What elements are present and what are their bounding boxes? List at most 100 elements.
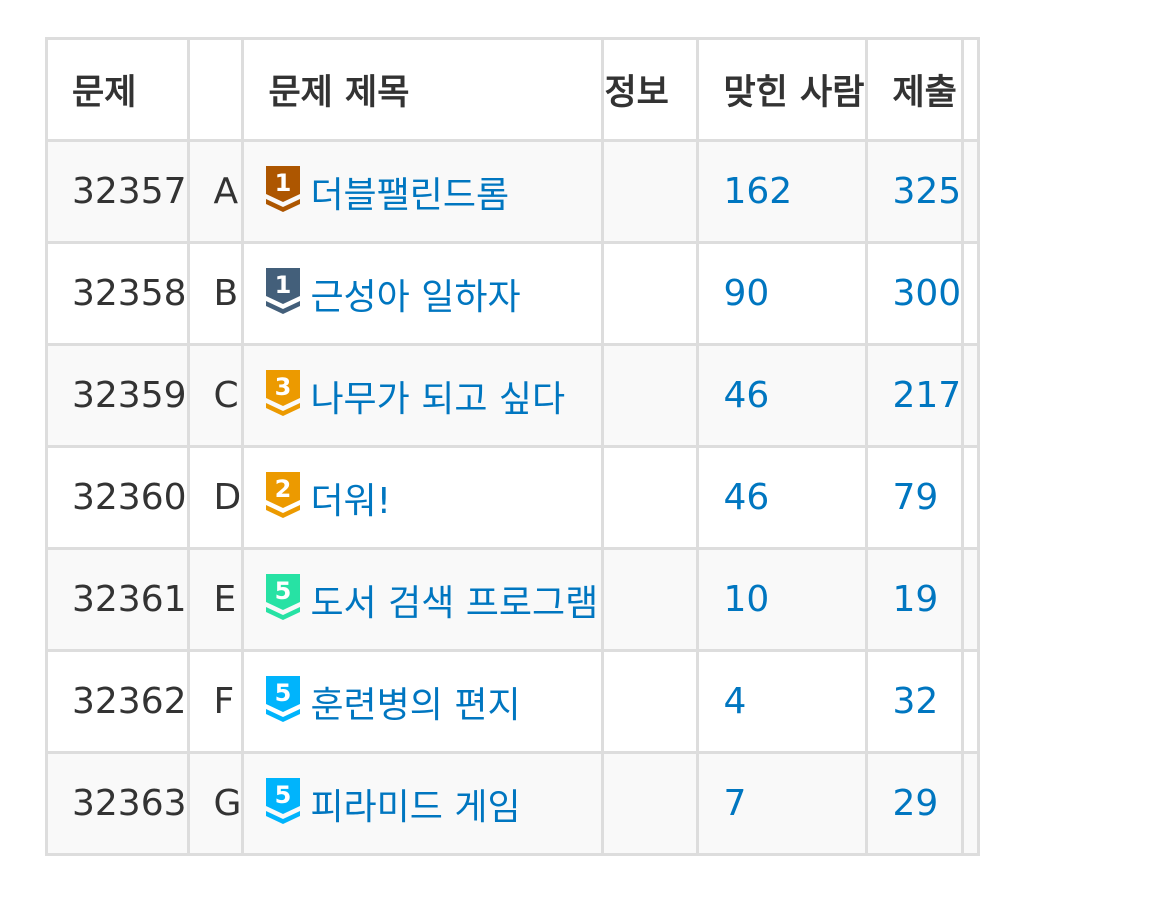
tier-badge-level: 1 bbox=[275, 271, 292, 299]
tier-badge-chevron bbox=[266, 402, 301, 416]
submission-count-cell: 29 bbox=[865, 751, 965, 856]
solved-count-cell: 10 bbox=[696, 547, 869, 652]
problem-title-link[interactable]: 근성아 일하자 bbox=[310, 276, 521, 318]
header-info: 정보 bbox=[601, 37, 700, 142]
tier-badge-level: 5 bbox=[275, 679, 292, 707]
tier-badge-chevron bbox=[266, 198, 301, 212]
table-row: 32357 A 1 더블팰린드롬 162 325 bbox=[45, 139, 981, 244]
table-row: 32363 G 5 피라미드 게임 7 29 bbox=[45, 751, 981, 856]
solved-count-link[interactable]: 46 bbox=[723, 375, 770, 416]
problem-title-cell: 3 나무가 되고 싶다 bbox=[241, 343, 605, 448]
problem-id: 32363 bbox=[45, 751, 190, 856]
problem-title-cell: 5 훈련병의 편지 bbox=[241, 649, 605, 754]
problem-title-link[interactable]: 더블팰린드롬 bbox=[310, 174, 510, 216]
submission-count-cell: 325 bbox=[865, 139, 965, 244]
problem-id: 32360 bbox=[45, 445, 190, 550]
solved-count-link[interactable]: 7 bbox=[723, 783, 747, 824]
solved-count-link[interactable]: 4 bbox=[723, 681, 747, 722]
tier-badge-body bbox=[266, 573, 301, 610]
table-row: 32362 F 5 훈련병의 편지 4 32 bbox=[45, 649, 981, 754]
problem-id: 32358 bbox=[45, 241, 190, 346]
submission-count-link[interactable]: 300 bbox=[892, 273, 962, 314]
header-extra-column bbox=[961, 37, 981, 142]
solved-count-link[interactable]: 46 bbox=[723, 477, 770, 518]
problem-info bbox=[601, 751, 700, 856]
extra-column-cell bbox=[961, 547, 981, 652]
problem-id: 32362 bbox=[45, 649, 190, 754]
problem-title-link[interactable]: 피라미드 게임 bbox=[310, 786, 521, 828]
submission-count-link[interactable]: 29 bbox=[892, 783, 939, 824]
extra-column-cell bbox=[961, 343, 981, 448]
submission-count-link[interactable]: 217 bbox=[892, 375, 962, 416]
tier-badge-chevron bbox=[266, 504, 301, 518]
table-row: 32358 B 1 근성아 일하자 90 300 bbox=[45, 241, 981, 346]
submission-count-link[interactable]: 325 bbox=[892, 171, 962, 212]
problem-number: D bbox=[186, 445, 245, 550]
submission-count-link[interactable]: 19 bbox=[892, 579, 939, 620]
tier-badge-level: 5 bbox=[275, 577, 292, 605]
problem-id: 32361 bbox=[45, 547, 190, 652]
problem-title-cell: 2 더워! bbox=[241, 445, 605, 550]
tier-badge-body bbox=[266, 369, 301, 406]
problem-number: B bbox=[186, 241, 245, 346]
header-submission-count: 제출 bbox=[865, 37, 965, 142]
tier-badge-level: 5 bbox=[275, 781, 292, 809]
submission-count-cell: 79 bbox=[865, 445, 965, 550]
tier-badge-chevron bbox=[266, 300, 301, 314]
submission-count-cell: 217 bbox=[865, 343, 965, 448]
problem-title-link[interactable]: 나무가 되고 싶다 bbox=[310, 378, 566, 420]
tier-badge-level: 3 bbox=[275, 373, 292, 401]
submission-count-cell: 300 bbox=[865, 241, 965, 346]
tier-badge-body bbox=[266, 777, 301, 814]
tier-badge-icon: 5 bbox=[266, 573, 301, 620]
tier-badge-body bbox=[266, 675, 301, 712]
solved-count-cell: 46 bbox=[696, 445, 869, 550]
header-problem-title: 문제 제목 bbox=[241, 37, 605, 142]
tier-badge-icon: 5 bbox=[266, 675, 301, 722]
problem-title-cell: 5 피라미드 게임 bbox=[241, 751, 605, 856]
tier-badge-body bbox=[266, 267, 301, 304]
problem-info bbox=[601, 343, 700, 448]
solved-count-cell: 4 bbox=[696, 649, 869, 754]
table-row: 32361 E 5 도서 검색 프로그램 10 19 bbox=[45, 547, 981, 652]
extra-column-cell bbox=[961, 139, 981, 244]
problem-id: 32359 bbox=[45, 343, 190, 448]
solved-count-link[interactable]: 90 bbox=[723, 273, 770, 314]
tier-badge-body bbox=[266, 471, 301, 508]
tier-badge-level: 1 bbox=[275, 169, 292, 197]
problem-title-cell: 5 도서 검색 프로그램 bbox=[241, 547, 605, 652]
solved-count-cell: 162 bbox=[696, 139, 869, 244]
problem-title-link[interactable]: 훈련병의 편지 bbox=[310, 684, 521, 726]
submission-count-link[interactable]: 32 bbox=[892, 681, 939, 722]
header-problem-number bbox=[186, 37, 245, 142]
solved-count-link[interactable]: 10 bbox=[723, 579, 770, 620]
solved-count-cell: 90 bbox=[696, 241, 869, 346]
problem-title-link[interactable]: 더워! bbox=[310, 480, 392, 522]
tier-badge-chevron bbox=[266, 606, 301, 620]
tier-badge-level: 2 bbox=[275, 475, 292, 503]
table-row: 32359 C 3 나무가 되고 싶다 46 217 bbox=[45, 343, 981, 448]
table-body: 32357 A 1 더블팰린드롬 162 325 32358 B 1 bbox=[45, 139, 981, 856]
problem-info bbox=[601, 139, 700, 244]
submission-count-link[interactable]: 79 bbox=[892, 477, 939, 518]
tier-badge-icon: 3 bbox=[266, 369, 301, 416]
header-row: 문제 문제 제목 정보 맞힌 사람 제출 bbox=[45, 37, 981, 142]
problem-title-link[interactable]: 도서 검색 프로그램 bbox=[310, 582, 599, 624]
table-row: 32360 D 2 더워! 46 79 bbox=[45, 445, 981, 550]
header-solved-count: 맞힌 사람 bbox=[696, 37, 869, 142]
header-problem-id: 문제 bbox=[45, 37, 190, 142]
tier-badge-chevron bbox=[266, 810, 301, 824]
submission-count-cell: 19 bbox=[865, 547, 965, 652]
solved-count-link[interactable]: 162 bbox=[723, 171, 793, 212]
tier-badge-chevron bbox=[266, 708, 301, 722]
problem-number: A bbox=[186, 139, 245, 244]
problem-number: E bbox=[186, 547, 245, 652]
problem-info bbox=[601, 649, 700, 754]
extra-column-cell bbox=[961, 751, 981, 856]
problem-title-cell: 1 더블팰린드롬 bbox=[241, 139, 605, 244]
tier-badge-body bbox=[266, 165, 301, 202]
problem-id: 32357 bbox=[45, 139, 190, 244]
extra-column-cell bbox=[961, 445, 981, 550]
tier-badge-icon: 1 bbox=[266, 165, 301, 212]
problem-list-table: 문제 문제 제목 정보 맞힌 사람 제출 32357 A 1 더블팰린드롬 16… bbox=[45, 37, 981, 856]
